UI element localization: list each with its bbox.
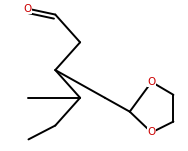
Text: O: O xyxy=(23,4,32,14)
Text: O: O xyxy=(147,127,156,137)
Text: O: O xyxy=(147,77,156,87)
